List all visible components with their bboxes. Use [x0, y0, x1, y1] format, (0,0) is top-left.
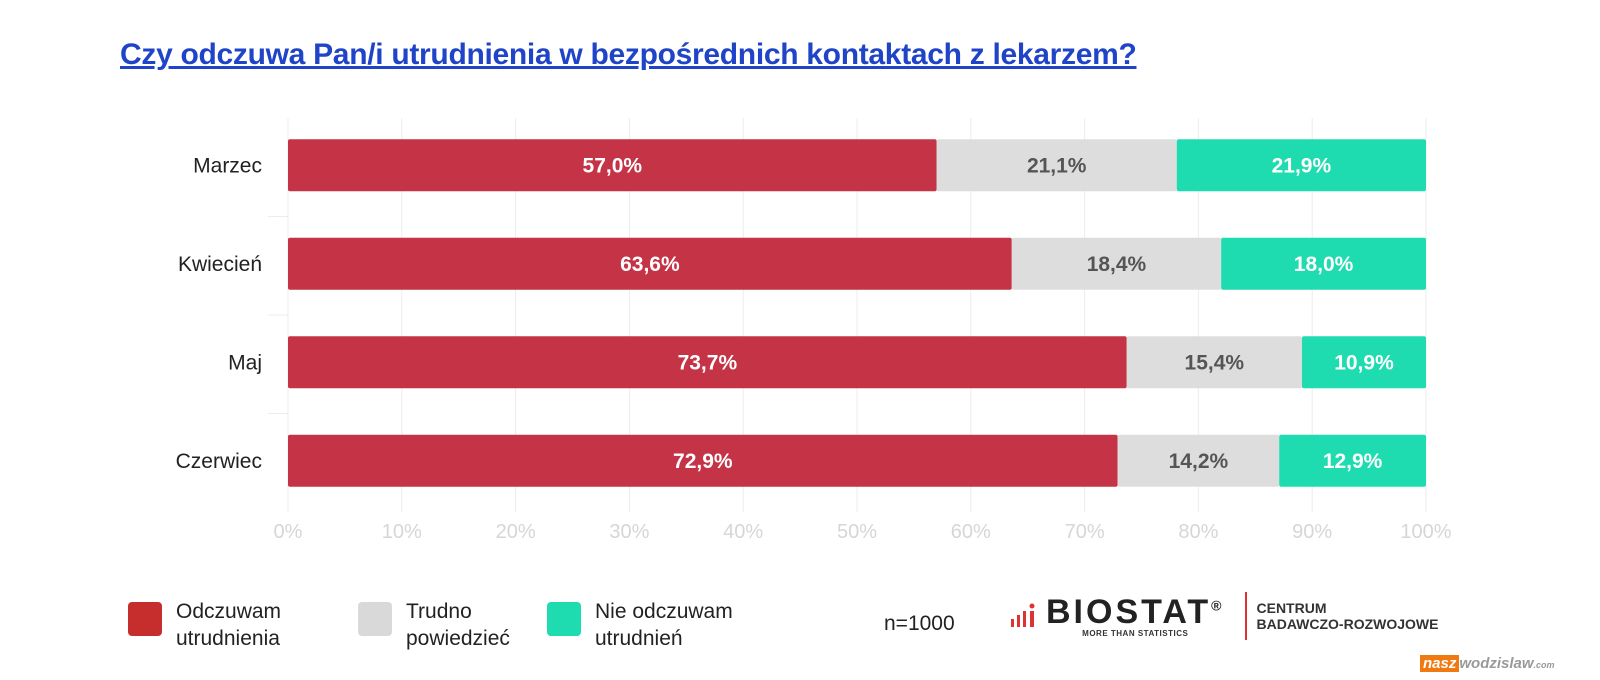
x-tick-label: 90% [1292, 521, 1332, 543]
legend-swatch [128, 602, 162, 636]
x-tick-label: 70% [1065, 521, 1105, 543]
data-label: 63,6% [620, 253, 680, 276]
legend-label: utrudnień [595, 627, 683, 650]
data-label: 18,4% [1087, 253, 1147, 276]
logo-bars-icon [1011, 603, 1035, 627]
category-label: Czerwiec [176, 450, 262, 473]
bar-segment [1221, 237, 1426, 290]
data-label: 21,1% [1027, 154, 1087, 177]
logo-divider [1244, 592, 1247, 640]
stacked-bar-chart: 0% 10% 20% 30% 40% 50% 60% 70% 80% 90% 100% Marzec 5… [176, 118, 1452, 543]
x-tick-label: 40% [723, 521, 763, 543]
chart-title: Czy odczuwa Pan/i utrudnienia w bezpośre… [120, 38, 1137, 71]
logo-reg: ® [1211, 597, 1225, 614]
watermark-part: wodzislaw [1459, 655, 1534, 672]
bar-segment [936, 139, 1177, 192]
legend-label: powiedzieć [406, 627, 510, 650]
data-label: 18,0% [1294, 253, 1354, 276]
x-tick-label: 0% [274, 521, 303, 543]
logo-name: BIOSTAT [1046, 592, 1212, 631]
category-label: Marzec [193, 154, 262, 177]
bar-segment [1117, 434, 1280, 487]
legend-label: Odczuwam [176, 600, 282, 623]
logo-tagline: MORE THAN STATISTICS [1082, 628, 1189, 638]
bar-segment [1011, 237, 1222, 290]
watermark-part: nasz [1420, 655, 1460, 672]
sample-size: n=1000 [884, 612, 955, 635]
bar-segment [1176, 139, 1426, 192]
category-label: Kwiecień [178, 253, 262, 276]
legend-swatch [358, 602, 392, 636]
legend-label: Trudno [406, 600, 472, 623]
x-tick-label: 10% [382, 521, 422, 543]
x-tick-label: 30% [609, 521, 649, 543]
legend-item-trudno: Trudno powiedzieć [358, 598, 510, 652]
data-label: 73,7% [678, 351, 738, 374]
bar-segment [1126, 336, 1302, 389]
category-label: Maj [228, 351, 262, 374]
x-tick-label: 80% [1178, 521, 1218, 543]
data-label: 10,9% [1334, 351, 1394, 374]
x-tick-label: 50% [837, 521, 877, 543]
x-tick-label: 60% [951, 521, 991, 543]
data-label: 12,9% [1323, 450, 1383, 473]
legend-item-nie-odczuwam: Nie odczuwam utrudnień [547, 598, 733, 652]
bar-segment [288, 434, 1118, 487]
legend-swatch [547, 602, 581, 636]
legend-item-odczuwam: Odczuwam utrudnienia [128, 598, 281, 652]
watermark: nasz wodzislaw.com [1420, 655, 1555, 674]
bar-segment [1301, 336, 1426, 389]
data-label: 15,4% [1185, 351, 1245, 374]
data-label: 21,9% [1272, 154, 1332, 177]
legend-label: utrudnienia [176, 627, 280, 650]
x-tick-label: 20% [496, 521, 536, 543]
bar-segment [1279, 434, 1426, 487]
data-label: 57,0% [583, 154, 643, 177]
biostat-logo: BIOSTAT® MORE THAN STATISTICS CENTRUM BADA… [1010, 592, 1438, 640]
data-label: 72,9% [673, 450, 733, 473]
data-label: 14,2% [1169, 450, 1229, 473]
x-tick-label: 100% [1400, 521, 1451, 543]
bar-segment [288, 237, 1012, 290]
legend-label: Nie odczuwam [595, 600, 733, 623]
watermark-part: .com [1533, 660, 1555, 670]
logo-centrum: BADAWCZO-ROZWOJOWE [1256, 616, 1439, 632]
bar-segment [288, 336, 1127, 389]
logo-centrum: CENTRUM [1256, 600, 1327, 616]
bar-segment [288, 139, 937, 192]
